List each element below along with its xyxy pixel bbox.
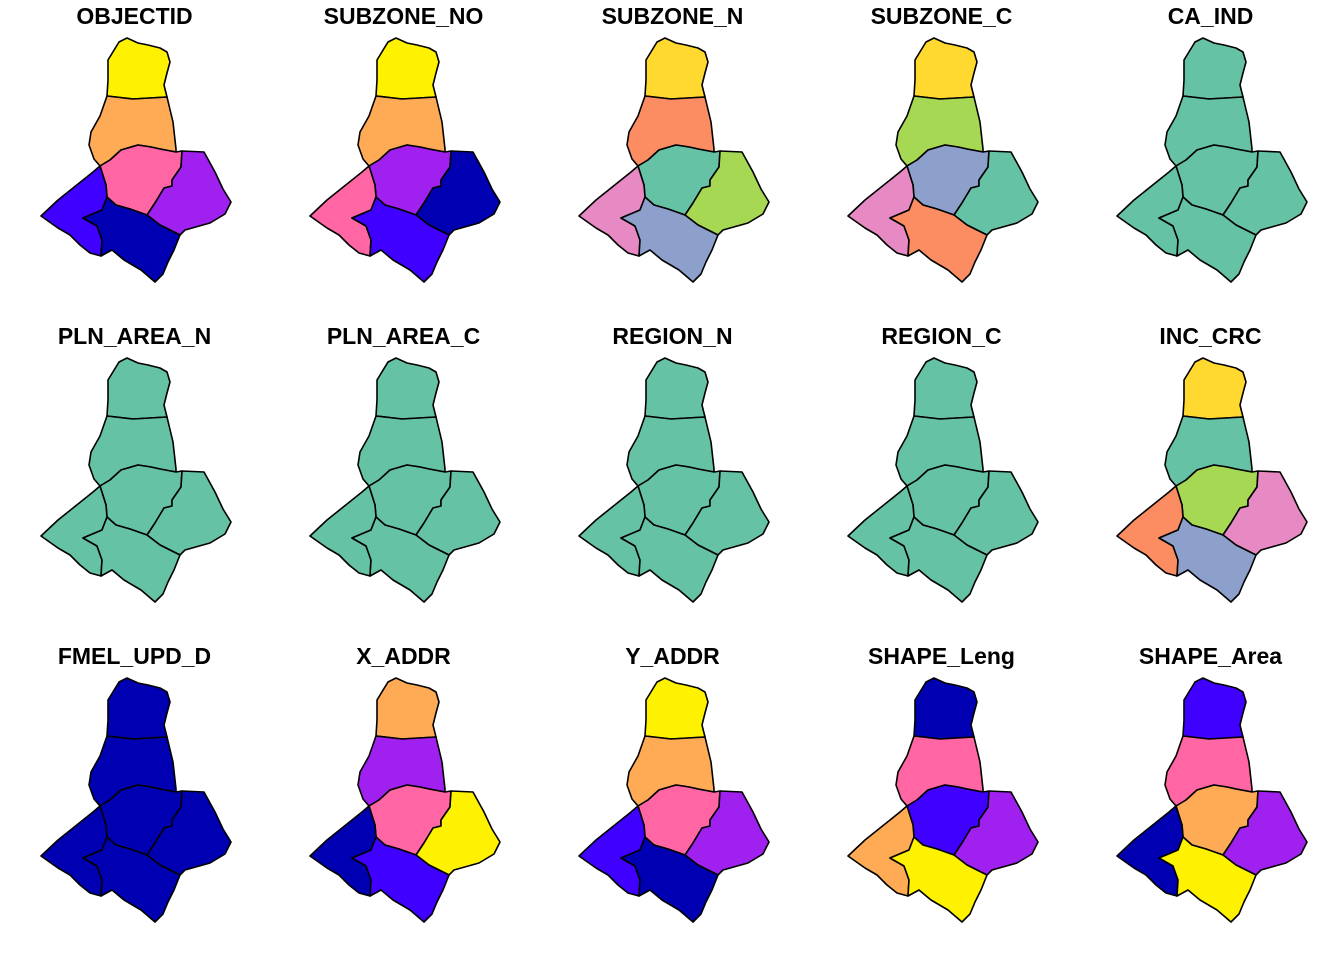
- panel-title: INC_CRC: [1159, 323, 1262, 349]
- map-svg: [40, 357, 232, 603]
- subzone-south: [889, 196, 988, 283]
- subzone-north: [913, 677, 978, 740]
- map-panel: CA_IND: [1076, 0, 1344, 320]
- panel-title: OBJECTID: [76, 3, 193, 29]
- map-svg: [847, 37, 1039, 283]
- panel-title: PLN_AREA_N: [57, 323, 212, 349]
- panel-title: SHAPE_Area: [1138, 643, 1283, 669]
- subzone-west: [578, 165, 646, 257]
- subzone-north: [375, 37, 440, 100]
- panel-title: Y_ADDR: [625, 643, 720, 669]
- map-panel: REGION_N: [538, 320, 807, 640]
- panel-title: X_ADDR: [356, 643, 451, 669]
- map-svg: [578, 37, 770, 283]
- subzone-south: [620, 516, 719, 603]
- subzone-west: [578, 805, 646, 897]
- subzone-south: [620, 836, 719, 923]
- panel-title: FMEL_UPD_D: [57, 643, 212, 669]
- subzone-south: [889, 836, 988, 923]
- subzone-south: [82, 516, 181, 603]
- subzone-west: [309, 165, 377, 257]
- subzone-west: [1116, 485, 1184, 577]
- subzone-south: [82, 196, 181, 283]
- map-panel: FMEL_UPD_D: [0, 640, 269, 960]
- subzone-north: [1182, 677, 1247, 740]
- map-panel: INC_CRC: [1076, 320, 1344, 640]
- subzone-south: [1158, 196, 1257, 283]
- subzone-west: [578, 485, 646, 577]
- subzone-north: [375, 677, 440, 740]
- subzone-north: [106, 357, 171, 420]
- map-panel: SUBZONE_NO: [269, 0, 538, 320]
- subzone-north: [1182, 37, 1247, 100]
- panel-title: SUBZONE_C: [870, 3, 1013, 29]
- map-svg: [309, 677, 501, 923]
- subzone-west: [847, 485, 915, 577]
- subzone-south: [889, 516, 988, 603]
- subzone-north: [106, 37, 171, 100]
- subzone-west: [847, 805, 915, 897]
- map-svg: [847, 357, 1039, 603]
- subzone-west: [40, 485, 108, 577]
- map-svg: [40, 37, 232, 283]
- subzone-north: [913, 37, 978, 100]
- subzone-north: [644, 357, 709, 420]
- subzone-north: [644, 677, 709, 740]
- subzone-south: [82, 836, 181, 923]
- panel-title: SHAPE_Leng: [868, 643, 1015, 669]
- subzone-north: [913, 357, 978, 420]
- map-panel: PLN_AREA_C: [269, 320, 538, 640]
- subzone-west: [847, 165, 915, 257]
- map-panel: SUBZONE_C: [807, 0, 1076, 320]
- subzone-south: [620, 196, 719, 283]
- panel-title: SUBZONE_NO: [323, 3, 484, 29]
- map-panel: SHAPE_Leng: [807, 640, 1076, 960]
- map-svg: [309, 357, 501, 603]
- panel-title: SUBZONE_N: [601, 3, 744, 29]
- subzone-west: [309, 485, 377, 577]
- subzone-west: [309, 805, 377, 897]
- subzone-north: [644, 37, 709, 100]
- map-svg: [578, 357, 770, 603]
- subzone-west: [40, 165, 108, 257]
- subzone-south: [1158, 836, 1257, 923]
- map-svg: [847, 677, 1039, 923]
- panel-title: CA_IND: [1167, 3, 1254, 29]
- subzone-west: [1116, 805, 1184, 897]
- subzone-south: [351, 836, 450, 923]
- map-panel: SUBZONE_N: [538, 0, 807, 320]
- map-panel: OBJECTID: [0, 0, 269, 320]
- subzone-south: [351, 196, 450, 283]
- subzone-west: [40, 805, 108, 897]
- subzone-south: [1158, 516, 1257, 603]
- map-svg: [309, 37, 501, 283]
- map-svg: [1116, 677, 1308, 923]
- subzone-north: [106, 677, 171, 740]
- map-panel: REGION_C: [807, 320, 1076, 640]
- map-svg: [578, 677, 770, 923]
- subzone-west: [1116, 165, 1184, 257]
- panel-title: REGION_C: [881, 323, 1002, 349]
- map-svg: [1116, 37, 1308, 283]
- panel-title: PLN_AREA_C: [326, 323, 481, 349]
- subzone-north: [1182, 357, 1247, 420]
- map-panel: X_ADDR: [269, 640, 538, 960]
- map-panel: SHAPE_Area: [1076, 640, 1344, 960]
- map-svg: [1116, 357, 1308, 603]
- panel-title: REGION_N: [612, 323, 733, 349]
- subzone-south: [351, 516, 450, 603]
- subzone-north: [375, 357, 440, 420]
- map-svg: [40, 677, 232, 923]
- map-panel: Y_ADDR: [538, 640, 807, 960]
- map-panel: PLN_AREA_N: [0, 320, 269, 640]
